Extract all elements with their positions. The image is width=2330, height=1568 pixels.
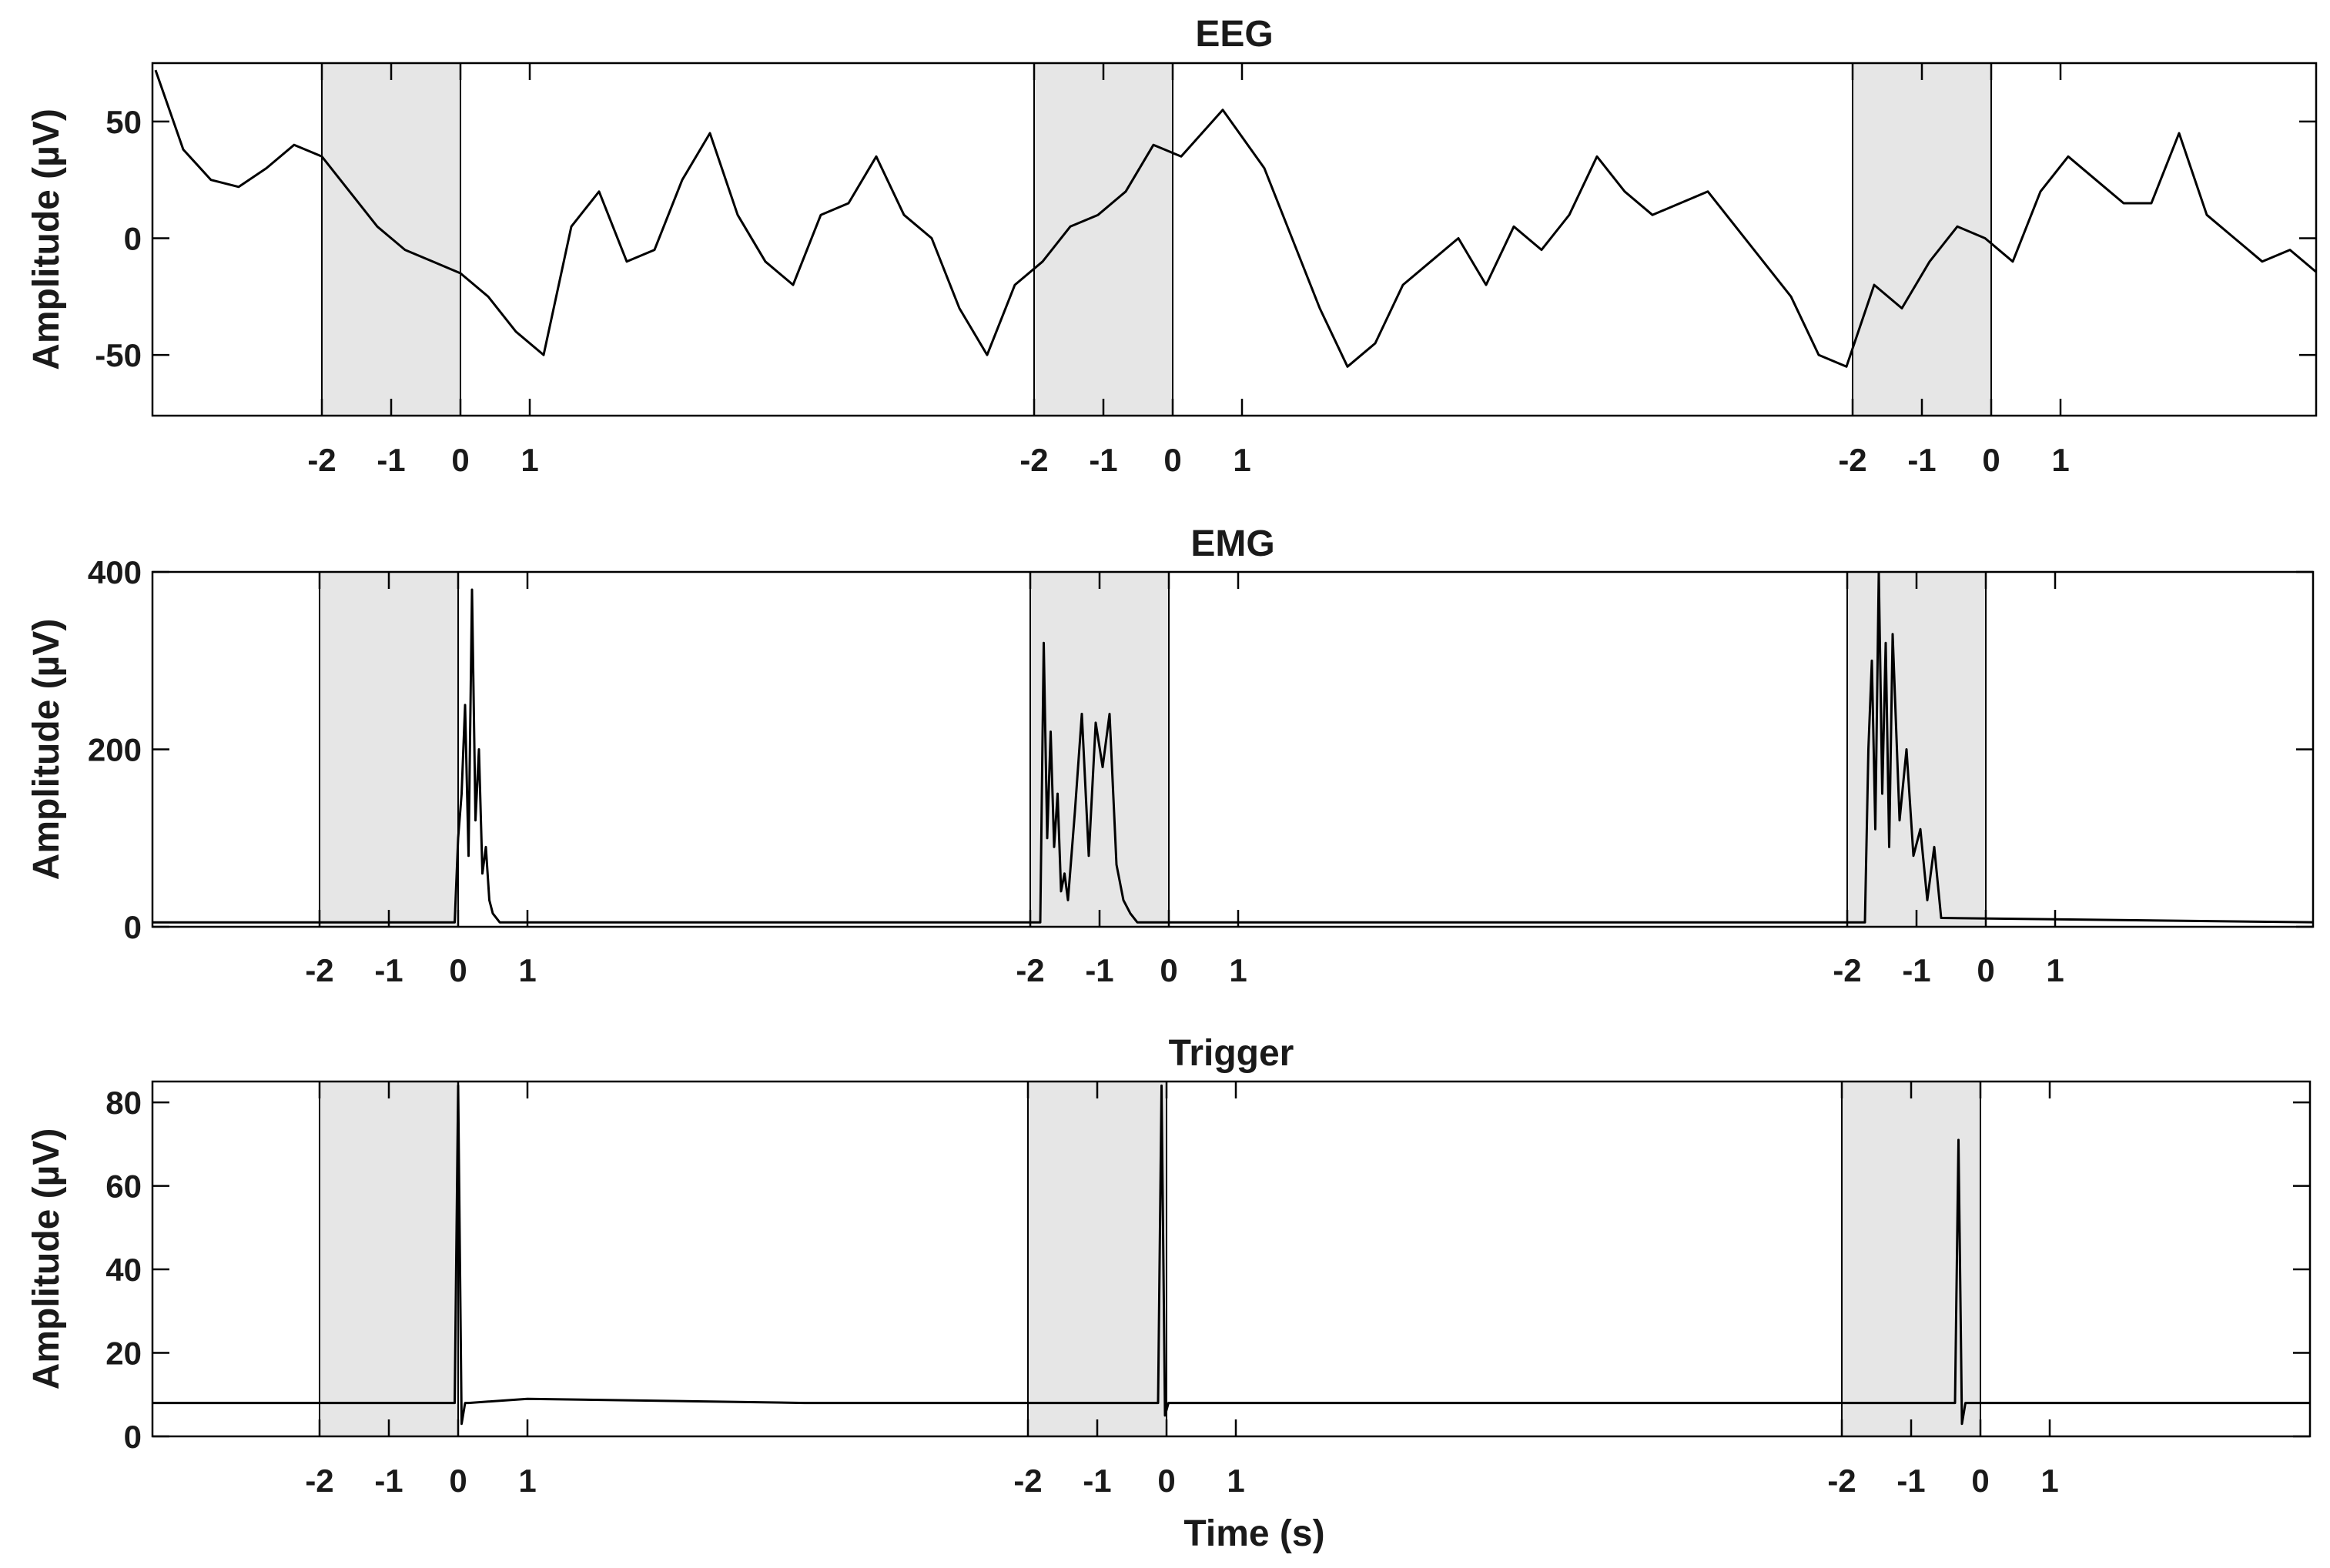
axes-frame — [151, 1080, 2312, 1438]
y-tick-label: -50 — [95, 337, 142, 373]
x-tick-label: -1 — [1085, 952, 1113, 988]
x-tick-label: -1 — [1907, 442, 1936, 478]
shaded-window-2 — [1027, 1081, 1167, 1437]
y-tick-label: 50 — [105, 104, 142, 140]
y-axis-label: Amplitude (µV) — [26, 109, 67, 370]
y-tick-label: 400 — [88, 554, 142, 590]
panel-title: EEG — [1195, 14, 1273, 55]
x-axis-label: Time (s) — [1183, 1513, 1324, 1554]
x-tick-label: 1 — [1229, 952, 1247, 988]
shaded-window-1 — [319, 571, 459, 928]
panel-title: Trigger — [1169, 1033, 1294, 1074]
x-tick-label: 1 — [521, 442, 538, 478]
x-tick-label: 1 — [2051, 442, 2069, 478]
x-tick-label: 0 — [449, 1463, 467, 1499]
x-tick-label: 1 — [2040, 1463, 2058, 1499]
y-tick-label: 80 — [105, 1085, 142, 1121]
y-axis-label: Amplitude (µV) — [26, 1128, 67, 1390]
y-tick-label: 0 — [124, 909, 142, 945]
x-tick-label: -1 — [377, 442, 405, 478]
x-tick-label: 1 — [518, 1463, 536, 1499]
emg-panel: 0 200 400 -2 -1 0 1 -2 -1 0 1 -2 -1 0 1 EMG Amplitude (µ… — [26, 523, 2315, 988]
shaded-window-3 — [1846, 571, 1987, 928]
x-tick-label: -1 — [1896, 1463, 1925, 1499]
signal-trace — [153, 572, 2313, 924]
x-tick-label: 0 — [451, 442, 469, 478]
x-tick-label: -2 — [1838, 442, 1866, 478]
x-tick-label: -2 — [1833, 952, 1861, 988]
y-tick-label: 20 — [105, 1336, 142, 1372]
x-tick-label: -1 — [1902, 952, 1930, 988]
plot-area — [152, 1082, 2310, 1436]
signal-trace — [154, 69, 2316, 368]
trigger-panel: 0 20 40 60 80 -2 -1 0 1 -2 -1 0 1 -2 -1 0 1 Trigger Amplit… — [26, 1033, 2312, 1554]
plot-area — [152, 572, 2313, 927]
shaded-window-3 — [1852, 62, 1992, 416]
x-tick-label: -1 — [374, 1463, 403, 1499]
x-tick-label: -1 — [1089, 442, 1117, 478]
x-tick-label: -2 — [1019, 442, 1048, 478]
y-tick-label: 40 — [105, 1252, 142, 1288]
x-tick-label: -1 — [374, 952, 403, 988]
y-tick-label: 0 — [124, 220, 142, 256]
x-tick-label: 0 — [1163, 442, 1181, 478]
x-tick-label: 1 — [1233, 442, 1250, 478]
x-tick-label: 0 — [1977, 952, 1994, 988]
panel-title: EMG — [1190, 523, 1274, 564]
y-tick-label: 200 — [88, 732, 142, 768]
x-tick-label: 0 — [1971, 1463, 1989, 1499]
eeg-panel: -50 0 50 -2 -1 0 1 -2 -1 0 1 -2 -1 0 1 EEG Amplitude (µV… — [26, 14, 2318, 478]
x-tick-label: 1 — [518, 952, 536, 988]
x-tick-label: -1 — [1083, 1463, 1111, 1499]
x-tick-label: 0 — [1157, 1463, 1175, 1499]
x-tick-label: 1 — [2046, 952, 2064, 988]
y-tick-label: 60 — [105, 1168, 142, 1205]
x-tick-label: -2 — [305, 952, 333, 988]
shaded-window-2 — [1033, 62, 1173, 416]
signal-trace — [153, 1084, 2310, 1426]
x-tick-label: 1 — [1227, 1463, 1244, 1499]
axes-frame — [151, 62, 2318, 417]
shaded-window-1 — [319, 1081, 459, 1437]
x-tick-label: 0 — [1982, 442, 2000, 478]
x-tick-label: -2 — [1827, 1463, 1856, 1499]
x-tick-label: -2 — [305, 1463, 333, 1499]
x-tick-label: -2 — [307, 442, 336, 478]
y-axis-label: Amplitude (µV) — [26, 619, 67, 881]
x-tick-label: 0 — [1160, 952, 1177, 988]
x-tick-label: -2 — [1013, 1463, 1042, 1499]
x-tick-label: 0 — [449, 952, 467, 988]
x-tick-label: -2 — [1016, 952, 1044, 988]
y-tick-label: 0 — [124, 1419, 142, 1455]
